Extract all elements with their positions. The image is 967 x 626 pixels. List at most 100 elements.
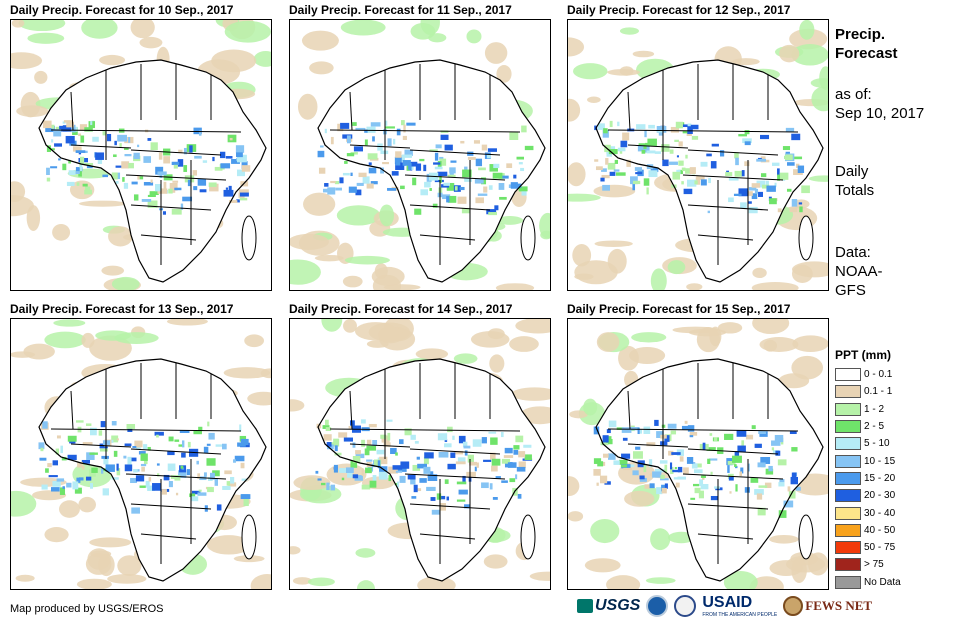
border-line — [409, 204, 491, 211]
border-line — [682, 174, 784, 181]
legend-label: 20 - 30 — [864, 490, 896, 502]
precip-patch — [568, 37, 585, 57]
precip-cell — [601, 168, 607, 172]
precip-cell — [738, 188, 749, 197]
precip-cell — [622, 437, 628, 441]
precip-cell — [322, 188, 331, 193]
precip-cell — [670, 126, 679, 133]
precip-cell — [789, 431, 797, 435]
precip-cell — [696, 175, 705, 180]
precip-patch — [590, 518, 620, 544]
precip-cell — [56, 478, 65, 482]
precip-cell — [411, 166, 414, 170]
precip-cell — [692, 483, 700, 487]
africa-map — [568, 319, 828, 589]
precip-cell — [366, 445, 377, 451]
precip-cell — [158, 152, 163, 160]
precip-cell — [515, 474, 518, 480]
precip-cell — [632, 182, 636, 191]
precip-cell — [101, 455, 109, 459]
precip-cell — [78, 477, 84, 481]
precip-cell — [379, 456, 388, 465]
precip-cell — [50, 166, 58, 169]
precip-cell — [377, 143, 383, 151]
border-line — [419, 234, 476, 241]
precip-patch — [32, 490, 67, 501]
precip-cell — [700, 161, 708, 167]
precip-cell — [661, 144, 670, 152]
border-line — [70, 390, 74, 430]
precip-cell — [621, 427, 632, 433]
coastline — [317, 59, 546, 283]
precip-cell — [364, 448, 370, 456]
precip-cell — [174, 439, 180, 442]
precip-cell — [682, 124, 690, 128]
precip-cell — [128, 137, 131, 143]
precip-patch — [568, 511, 584, 522]
precip-cell — [708, 458, 718, 461]
precip-cell — [61, 456, 67, 461]
precip-cell — [380, 167, 384, 174]
precip-patch — [583, 398, 598, 416]
globe-icon — [783, 596, 804, 616]
precip-cell — [399, 475, 406, 483]
precip-patch — [244, 334, 265, 348]
precip-cell — [494, 205, 499, 211]
precip-cell — [693, 469, 703, 474]
africa-landmass — [318, 359, 545, 581]
precip-cell — [416, 456, 420, 460]
precip-cell — [694, 487, 701, 494]
precip-cell — [711, 143, 719, 147]
precip-cell — [462, 169, 472, 178]
precip-cell — [397, 481, 400, 488]
precip-patch — [78, 496, 97, 513]
precip-cell — [771, 447, 775, 451]
precip-patch — [16, 105, 49, 118]
precip-cell — [687, 126, 693, 134]
precip-cell — [615, 172, 626, 176]
precip-cell — [168, 188, 173, 194]
precip-cell — [358, 172, 367, 178]
precip-cell — [230, 476, 235, 484]
precip-patch — [81, 332, 95, 348]
fews-text: FEWS NET — [805, 598, 873, 613]
precip-cell — [419, 158, 425, 162]
data-source-2: GFS — [835, 282, 866, 299]
precip-cell — [667, 423, 677, 429]
precip-cell — [486, 209, 497, 215]
precip-cell — [366, 439, 372, 446]
precip-cell — [147, 200, 158, 208]
precip-cell — [795, 486, 801, 491]
precip-cell — [239, 435, 247, 442]
precip-cell — [741, 170, 745, 177]
madagascar-island — [241, 514, 257, 560]
precip-cell — [338, 432, 348, 438]
precip-patch — [111, 276, 140, 290]
precip-cell — [517, 493, 522, 499]
border-line — [50, 129, 242, 133]
precip-cell — [345, 467, 354, 473]
precip-cell — [670, 466, 674, 475]
precip-cell — [734, 170, 743, 177]
precip-cell — [330, 180, 336, 184]
precip-cell — [40, 447, 44, 452]
border-line — [130, 503, 212, 510]
precip-cell — [791, 133, 801, 141]
precip-cell — [90, 427, 97, 436]
precip-cell — [648, 124, 655, 129]
precip-cell — [713, 437, 718, 441]
precip-cell — [86, 452, 95, 460]
precip-cell — [140, 463, 147, 467]
precip-cell — [197, 492, 207, 496]
precip-cell — [207, 487, 214, 493]
precip-patch — [810, 78, 828, 88]
precip-cell — [724, 433, 734, 440]
country-borders — [50, 363, 242, 564]
precip-cell — [89, 452, 98, 455]
precip-cell — [439, 495, 446, 500]
precip-cell — [641, 149, 646, 154]
precip-cell — [396, 128, 401, 136]
precip-cell — [637, 427, 640, 435]
precip-cell — [147, 138, 152, 141]
precip-cell — [187, 179, 191, 187]
